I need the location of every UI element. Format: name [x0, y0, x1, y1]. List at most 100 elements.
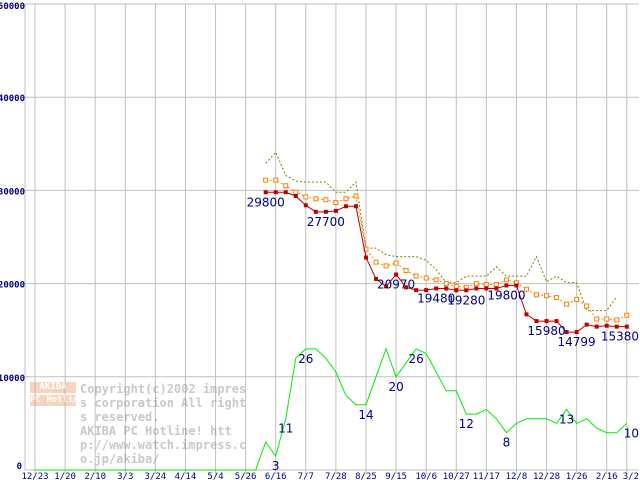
data-point — [323, 209, 328, 214]
data-point — [394, 272, 399, 277]
data-point — [514, 283, 519, 288]
data-point — [343, 204, 348, 209]
x-tick-label: 12/8 — [506, 472, 528, 480]
data-point — [554, 319, 559, 324]
x-tick-label: 12/28 — [533, 472, 560, 480]
data-point — [353, 193, 359, 199]
data-label: 12 — [459, 417, 474, 431]
data-point — [433, 277, 439, 283]
x-tick-label: 7/28 — [325, 472, 347, 480]
data-point — [474, 286, 479, 291]
data-label: 13 — [559, 412, 574, 426]
data-point — [353, 204, 358, 209]
x-tick-label: 1/26 — [566, 472, 588, 480]
x-tick-label: 1/20 — [54, 472, 76, 480]
y-tick-label: 50000 — [0, 2, 25, 12]
data-label: 26 — [298, 352, 313, 366]
data-point — [534, 319, 539, 324]
data-point — [503, 277, 509, 283]
data-point — [534, 292, 539, 298]
data-point — [604, 323, 609, 328]
data-point — [373, 259, 379, 265]
y-tick-label: 0 — [17, 462, 22, 472]
data-point — [343, 196, 349, 202]
x-tick-label: 5/4 — [207, 472, 223, 480]
data-label: 14 — [358, 408, 373, 422]
data-label: 3 — [272, 459, 280, 473]
series-line-3 — [35, 347, 628, 471]
data-point — [564, 330, 569, 335]
data-point — [263, 177, 269, 183]
data-point — [333, 200, 339, 206]
x-tick-label: 9/15 — [385, 472, 407, 480]
data-point — [393, 260, 399, 266]
data-point — [524, 312, 529, 317]
data-point — [493, 282, 499, 288]
data-point — [263, 190, 268, 195]
data-point — [323, 197, 329, 203]
data-point — [283, 183, 289, 189]
data-point — [303, 203, 308, 208]
data-point — [443, 281, 449, 287]
data-point — [574, 330, 579, 335]
data-point — [594, 316, 600, 322]
data-point — [383, 263, 389, 269]
data-label: 29800 — [247, 195, 285, 209]
y-tick-label: 10000 — [0, 374, 25, 384]
data-point — [403, 268, 409, 274]
data-label: 8 — [503, 436, 511, 450]
data-point — [293, 193, 298, 198]
data-point — [413, 273, 419, 279]
logo-bottom-text: PC Hotline! — [30, 395, 76, 406]
data-label: 10 — [624, 426, 639, 440]
data-point — [424, 288, 429, 293]
data-point — [584, 303, 590, 309]
x-tick-label: 7/7 — [298, 472, 314, 480]
y-tick-label: 20000 — [0, 281, 25, 291]
data-point — [604, 316, 610, 322]
data-point — [313, 196, 319, 202]
data-point — [594, 324, 599, 329]
x-tick-label: 12/23 — [21, 472, 48, 480]
data-point — [473, 281, 479, 287]
data-label: 19280 — [447, 293, 485, 307]
data-label: 20970 — [377, 278, 415, 292]
data-point — [574, 296, 580, 302]
data-label: 19480 — [417, 291, 455, 305]
x-tick-label: 10/6 — [415, 472, 437, 480]
data-point — [554, 295, 560, 301]
data-point — [293, 189, 299, 195]
x-tick-label: 2/16 — [596, 472, 618, 480]
data-point — [504, 283, 509, 288]
data-point — [384, 284, 389, 289]
data-point — [434, 286, 439, 291]
series-line-0 — [265, 151, 618, 312]
data-label: 15380 — [601, 330, 639, 344]
x-tick-label: 3/3 — [117, 472, 133, 480]
data-point — [363, 255, 368, 260]
data-point — [273, 177, 279, 183]
data-label: 15980 — [527, 324, 565, 338]
data-point — [283, 190, 288, 195]
data-point — [464, 288, 469, 293]
akiba-logo: AKIBA PC Hotline! — [30, 382, 76, 408]
data-label: 20 — [388, 380, 403, 394]
data-label: 14799 — [558, 335, 596, 349]
y-tick-label: 30000 — [0, 187, 25, 197]
data-point — [544, 319, 549, 324]
data-label: 11 — [278, 422, 293, 436]
data-point — [494, 286, 499, 291]
data-point — [303, 194, 309, 200]
x-tick-label: 3/24 — [145, 472, 167, 480]
x-tick-label: 8/25 — [355, 472, 377, 480]
data-point — [483, 282, 489, 288]
data-point — [333, 208, 338, 213]
data-label: 27700 — [307, 215, 345, 229]
x-tick-label: 5/26 — [235, 472, 257, 480]
copyright-text: Copyright(c)2002 impress corporation All… — [80, 382, 247, 424]
x-tick-label: 10/27 — [443, 472, 470, 480]
data-point — [523, 286, 529, 292]
data-point — [614, 324, 619, 329]
data-point — [544, 293, 550, 299]
